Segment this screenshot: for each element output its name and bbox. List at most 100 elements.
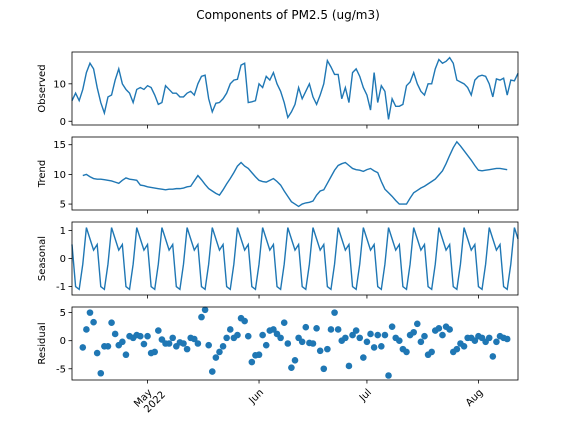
y-tick-label: 5 (60, 308, 66, 319)
residual-point (439, 331, 446, 339)
residual-point (410, 328, 417, 336)
residual-point (144, 332, 151, 340)
residual-point (493, 338, 500, 346)
residual-point (435, 325, 443, 332)
y-tick-label: 0 (60, 117, 66, 128)
residual-point (485, 334, 493, 342)
residual-point (298, 338, 306, 346)
residual-point (360, 354, 367, 361)
residual-point (331, 309, 338, 316)
y-tick-label: 0 (60, 336, 66, 347)
x-tick-label: Jun (247, 387, 267, 407)
residual-point (367, 330, 374, 338)
residual-point (349, 331, 356, 339)
residual-point (403, 348, 410, 356)
residual-point (320, 365, 328, 373)
y-tick-label: 10 (53, 79, 66, 90)
residual-point (453, 345, 461, 353)
residual-point (374, 331, 382, 339)
residual-point (503, 335, 511, 343)
residual-point (417, 338, 425, 346)
y-tick-label: 15 (53, 140, 66, 151)
residual-point (370, 344, 378, 351)
y-tick-label: -1 (56, 282, 66, 293)
x-tick-label: May2022 (132, 382, 168, 418)
residual-point (205, 341, 212, 349)
residual-point (119, 338, 126, 346)
residual-point (212, 354, 220, 361)
residual-point (460, 343, 468, 350)
residual-point (244, 332, 252, 340)
residual-point (108, 319, 115, 327)
residual-point (381, 331, 389, 339)
panel-frame (71, 136, 519, 211)
residual-point (255, 351, 263, 359)
residual-point (190, 335, 198, 343)
residual-point (259, 331, 266, 339)
residual-point (223, 334, 230, 342)
residual-point (201, 306, 209, 314)
residual-point (302, 323, 310, 331)
y-tick-label: 5 (60, 200, 66, 211)
residual-point (313, 325, 320, 332)
residual-point (90, 318, 97, 326)
residual-point (169, 334, 177, 342)
y-axis-label: Observed (37, 64, 48, 112)
residual-point (83, 326, 90, 333)
residual-point (280, 319, 288, 327)
residual-point (324, 345, 331, 353)
series-line (71, 56, 519, 120)
y-tick-label: -5 (56, 364, 66, 375)
residual-point (489, 353, 497, 360)
residual-point (165, 340, 173, 347)
panel-frame (71, 51, 519, 126)
residual-point (219, 343, 227, 350)
residual-point (316, 347, 324, 355)
residual-point (327, 326, 335, 333)
series-line (71, 227, 519, 291)
residual-point (140, 340, 148, 348)
residual-point (79, 344, 87, 351)
residual-point (198, 313, 205, 321)
residual-point (241, 317, 248, 325)
residual-point (352, 327, 360, 334)
residual-point (428, 348, 435, 356)
residual-point (421, 332, 428, 340)
residual-point (388, 323, 396, 330)
residual-point (363, 338, 371, 346)
y-tick-label: 10 (53, 170, 66, 181)
residual-point (226, 326, 234, 333)
residual-point (413, 320, 421, 328)
residual-point (151, 348, 159, 356)
residual-point (396, 337, 403, 344)
residual-point (385, 372, 392, 379)
chart-title: Components of PM2.5 (ug/m3) (196, 8, 380, 22)
residual-point (446, 326, 453, 333)
residual-point (111, 330, 119, 338)
residual-point (97, 369, 105, 377)
residual-point (180, 340, 187, 347)
y-axis-label: Seasonal (37, 236, 48, 281)
residual-point (277, 334, 284, 342)
x-tick-label: Jul (357, 387, 374, 404)
x-tick-label: Aug (464, 387, 486, 409)
residual-point (356, 334, 364, 342)
y-tick-label: 0 (60, 254, 66, 265)
residual-point (291, 357, 299, 364)
residual-point (334, 326, 342, 333)
residual-point (270, 326, 277, 333)
residual-point (194, 340, 202, 347)
residual-point (471, 337, 479, 344)
panel-frame (71, 221, 519, 296)
residual-point (284, 340, 292, 347)
residual-point (262, 341, 270, 349)
residual-point (378, 343, 385, 350)
residual-point (137, 332, 144, 340)
residual-point (208, 368, 216, 375)
y-tick-label: 1 (60, 226, 66, 237)
series-line (82, 140, 508, 208)
residual-point (155, 327, 162, 334)
y-axis-label: Trend (37, 160, 48, 188)
residual-point (345, 362, 353, 370)
